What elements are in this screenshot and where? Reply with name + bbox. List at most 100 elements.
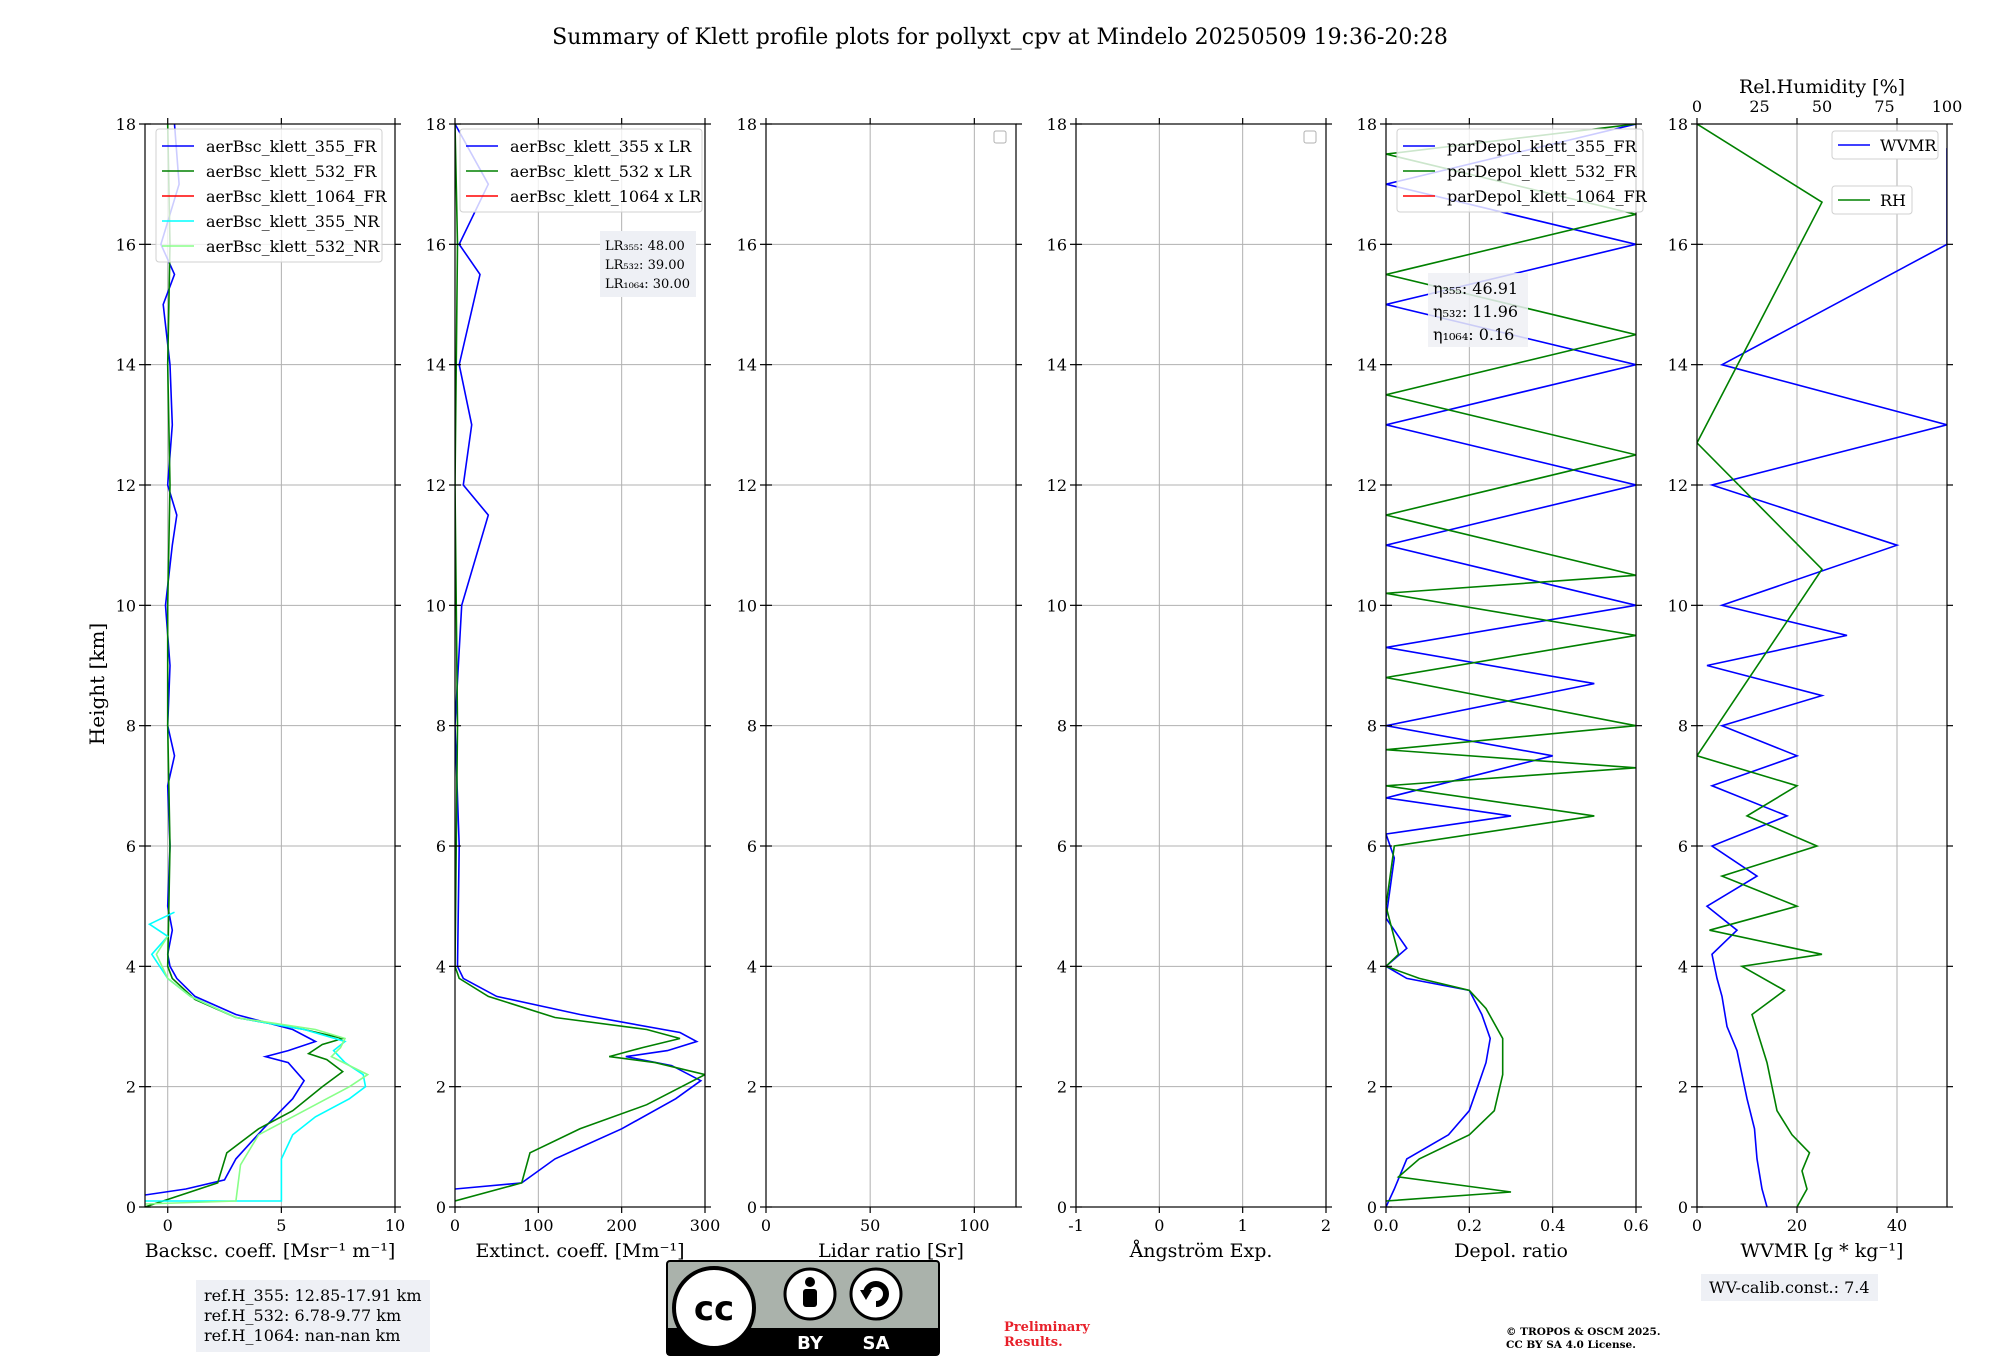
y-tick-label: 6 [126, 837, 136, 856]
legend-label: aerBsc_klett_532_FR [206, 162, 377, 181]
x2-tick-label: 75 [1874, 97, 1894, 116]
y-tick-label: 8 [1678, 717, 1688, 736]
y-tick-label: 6 [1678, 837, 1688, 856]
panel-lr: 0 2 4 6 8 10 12 14 16 18 0 50 100 Lidar ratio [Sr] [737, 115, 1022, 1262]
axes-frame [1075, 123, 1327, 1208]
ref-height-1064: ref.H_1064: nan-nan km [204, 1326, 401, 1345]
y-tick-label: 18 [737, 115, 757, 134]
y-tick-label: 14 [1357, 356, 1377, 375]
lr-annotation-box [600, 231, 696, 297]
y-tick-label: 4 [747, 957, 757, 976]
legend-label: parDepol_klett_1064_FR [1447, 187, 1648, 206]
x-tick-label: 5 [276, 1216, 286, 1235]
figure-title: Summary of Klett profile plots for polly… [552, 25, 1448, 50]
y-tick-label: 0 [1367, 1198, 1377, 1217]
series-line-parDepol_klett_355_FR [1386, 124, 1636, 1207]
axes-frame [1385, 123, 1637, 1208]
x-axis-label: Backsc. coeff. [Msr⁻¹ m⁻¹] [145, 1240, 396, 1262]
y-tick-label: 4 [436, 957, 446, 976]
panel-ext: 0 2 4 6 8 10 12 14 16 18 0 100 200 300 Extinct. coeff.… [426, 115, 721, 1262]
eta-annotation-line: η₁₀₆₄: 0.16 [1433, 325, 1514, 344]
x-tick-label: 0.0 [1373, 1216, 1398, 1235]
legend-label: parDepol_klett_532_FR [1447, 162, 1638, 181]
lr-annotation-line: LR₁₀₆₄: 30.00 [605, 277, 690, 292]
y-tick-label: 8 [1057, 717, 1067, 736]
panel-depol: 0 2 4 6 8 10 12 14 16 18 0.0 0.2 0.4 0.6 Depol. ratio p… [1357, 115, 1649, 1262]
x-axis-label: Ångström Exp. [1129, 1240, 1273, 1262]
x-axis-label: Extinct. coeff. [Mm⁻¹] [475, 1240, 684, 1262]
ref-height-355: ref.H_355: 12.85-17.91 km [204, 1286, 422, 1305]
x-tick-label: 20 [1787, 1216, 1807, 1235]
series-line-RH [1697, 124, 1824, 1207]
y-tick-label: 0 [1678, 1198, 1688, 1217]
y-tick-label: 16 [1357, 235, 1377, 254]
empty-legend-box [993, 130, 1007, 144]
y-tick-label: 14 [116, 356, 136, 375]
y-tick-label: 12 [737, 476, 757, 495]
x-tick-label: -1 [1068, 1216, 1084, 1235]
y-tick-label: 2 [126, 1078, 136, 1097]
y-tick-label: 14 [426, 356, 446, 375]
y-tick-label: 14 [737, 356, 757, 375]
y-tick-label: 4 [1057, 957, 1067, 976]
y-tick-label: 10 [1357, 596, 1377, 615]
series-line-aerBsc_klett_355_NR [145, 911, 367, 1202]
x2-tick-label: 100 [1932, 97, 1963, 116]
x-tick-label: 0 [1154, 1216, 1164, 1235]
sa-text: SA [863, 1333, 890, 1354]
x-tick-label: 40 [1887, 1216, 1907, 1235]
x2-axis-label: Rel.Humidity [%] [1739, 76, 1905, 98]
y-tick-label: 14 [1668, 356, 1688, 375]
preliminary-line-1: Preliminary [1004, 1320, 1090, 1335]
x-tick-label: 0 [1692, 1216, 1702, 1235]
eta-annotation-box [1428, 273, 1528, 347]
x-tick-label: 50 [860, 1216, 880, 1235]
legend-label: aerBsc_klett_532_NR [206, 237, 380, 256]
y-tick-label: 16 [426, 235, 446, 254]
series-line-parDepol_klett_532_FR [1386, 124, 1636, 1202]
y-tick-label: 12 [1047, 476, 1067, 495]
x-tick-label: 1 [1238, 1216, 1248, 1235]
y-tick-label: 10 [1047, 596, 1067, 615]
legend-label: aerBsc_klett_532 x LR [510, 162, 692, 181]
y-tick-label: 12 [1357, 476, 1377, 495]
wv-calib-box: WV-calib.const.: 7.4 [1701, 1274, 1878, 1301]
y-tick-label: 8 [126, 717, 136, 736]
x2-tick-label: 0 [1692, 97, 1702, 116]
x2-tick-label: 50 [1812, 97, 1832, 116]
y-tick-label: 0 [126, 1198, 136, 1217]
y-tick-label: 0 [436, 1198, 446, 1217]
copyright-line-1: © TROPOS & OSCM 2025. [1506, 1326, 1661, 1338]
by-text: BY [797, 1333, 824, 1354]
y-tick-label: 2 [436, 1078, 446, 1097]
y-tick-label: 4 [1678, 957, 1688, 976]
legend-label: aerBsc_klett_1064 x LR [510, 187, 702, 206]
x-tick-label: 2 [1321, 1216, 1331, 1235]
x-tick-label: 0.2 [1457, 1216, 1482, 1235]
x-tick-label: 0 [163, 1216, 173, 1235]
legend-box [1831, 185, 1913, 215]
y-tick-label: 10 [1668, 596, 1688, 615]
preliminary-results-note: Preliminary Results. [1004, 1320, 1090, 1350]
y-tick-label: 2 [1057, 1078, 1067, 1097]
legend-label: aerBsc_klett_355 x LR [510, 137, 692, 156]
y-tick-label: 12 [116, 476, 136, 495]
legend-label: WVMR [1880, 136, 1937, 155]
x-axis-label: WVMR [g * kg⁻¹] [1741, 1240, 1904, 1262]
y-tick-label: 6 [1367, 837, 1377, 856]
y-tick-label: 18 [116, 115, 136, 134]
y-tick-label: 8 [747, 717, 757, 736]
axes-frame [454, 123, 706, 1208]
y-tick-label: 2 [747, 1078, 757, 1097]
y-tick-label: 14 [1047, 356, 1067, 375]
y-tick-label: 8 [436, 717, 446, 736]
x-axis-label: Depol. ratio [1454, 1240, 1568, 1262]
legend-label: aerBsc_klett_1064_FR [206, 187, 388, 206]
legend-label: parDepol_klett_355_FR [1447, 137, 1638, 156]
axes-frame [765, 123, 1017, 1208]
x-axis-label: Lidar ratio [Sr] [818, 1240, 964, 1262]
preliminary-line-2: Results. [1004, 1335, 1063, 1350]
